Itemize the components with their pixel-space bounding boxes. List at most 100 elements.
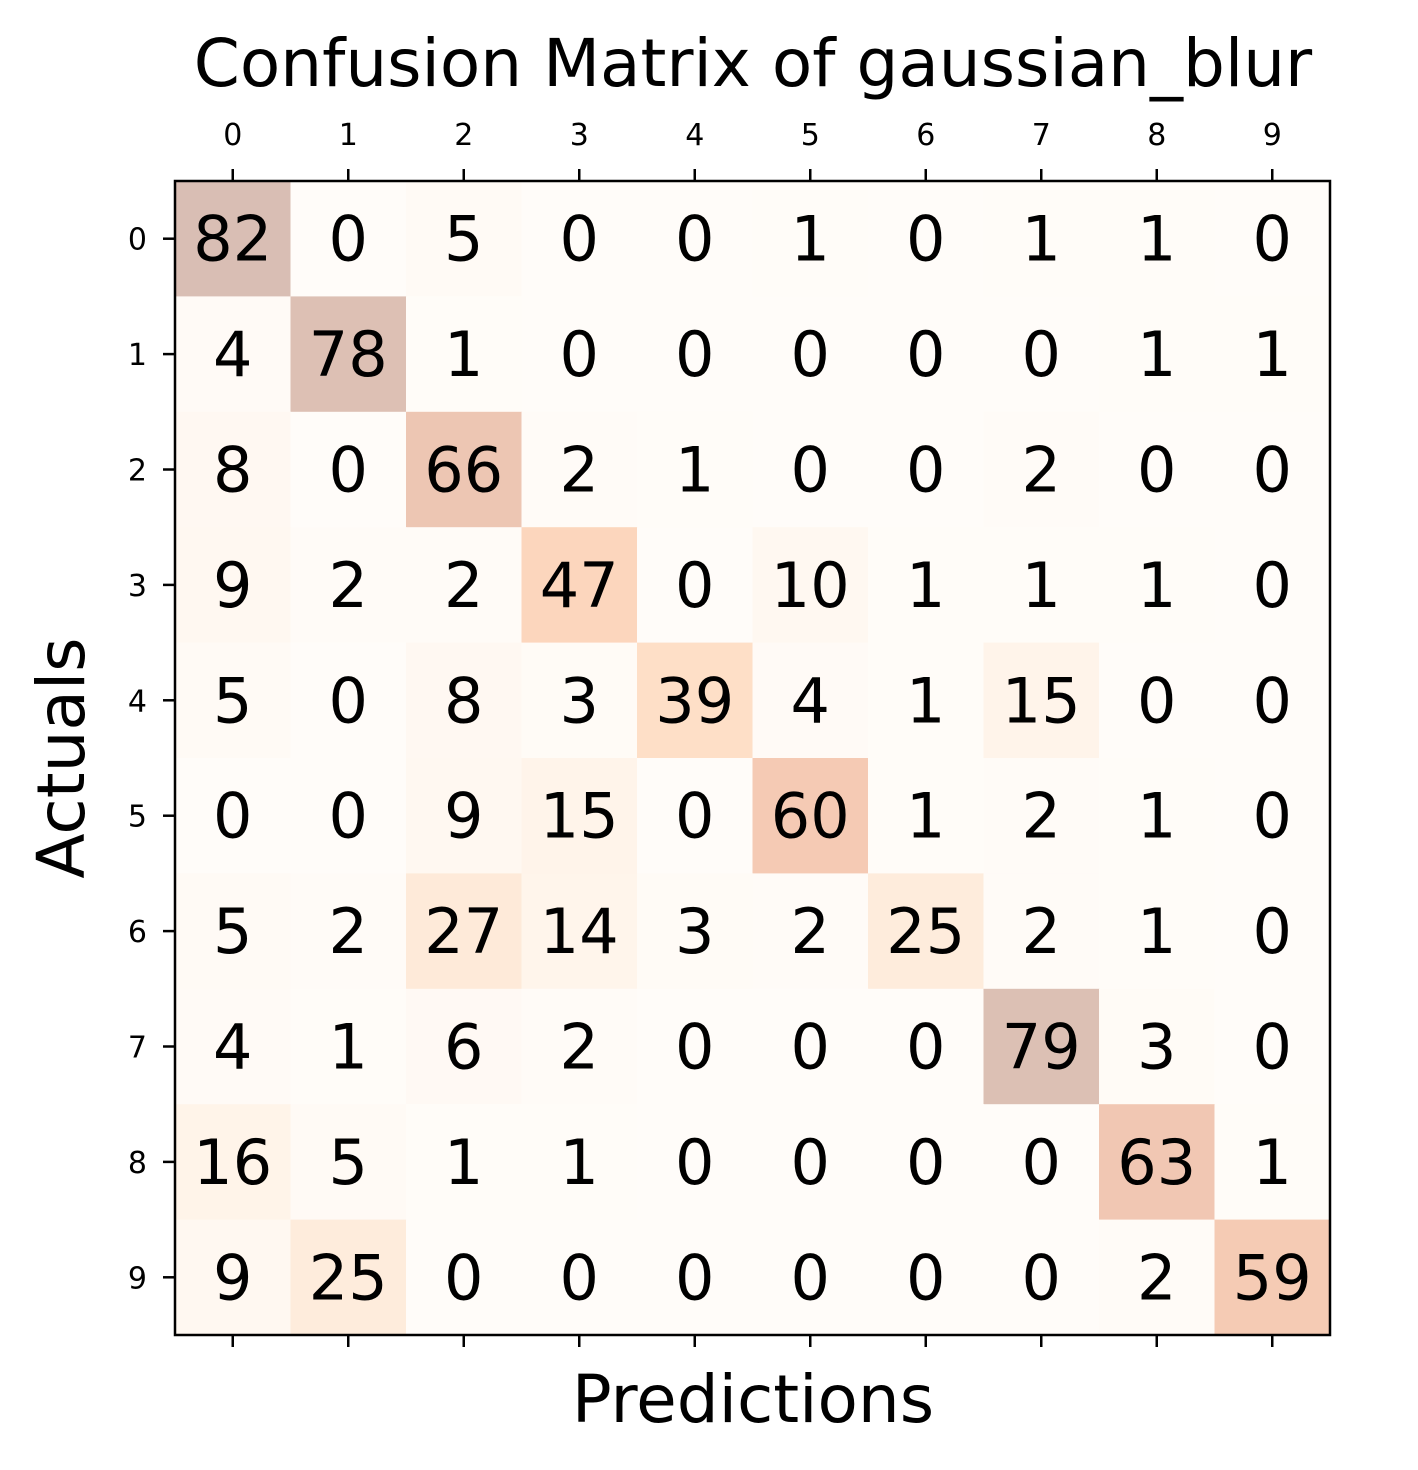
cell-value-r8-c5: 0 — [791, 1126, 830, 1199]
heatmap-cell-r5-c1 — [290, 758, 407, 874]
heatmap-cell-r3-c1 — [290, 527, 407, 644]
heatmap-cell-r0-c3 — [521, 181, 638, 297]
heatmap-cell-r9-c7 — [983, 1219, 1100, 1336]
heatmap-cell-r7-c0 — [175, 988, 292, 1105]
heatmap-cell-r6-c8 — [1099, 873, 1216, 990]
heatmap-cell-r5-c7 — [983, 758, 1100, 874]
cell-value-r3-c3: 47 — [540, 549, 619, 622]
x-tick-label-6: 6 — [916, 118, 935, 153]
cell-value-r4-c5: 4 — [791, 664, 830, 737]
cell-value-r4-c8: 0 — [1137, 664, 1176, 737]
y-tick-label-5: 5 — [128, 800, 147, 835]
x-tick-label-9: 9 — [1263, 118, 1282, 153]
heatmap-cell-r5-c4 — [637, 758, 754, 874]
cell-value-r2-c3: 2 — [560, 434, 599, 507]
cell-value-r1-c3: 0 — [560, 318, 599, 391]
cell-value-r6-c5: 2 — [791, 895, 830, 968]
heatmap-cell-r8-c0 — [175, 1104, 292, 1221]
cell-value-r4-c0: 5 — [213, 664, 252, 737]
cell-value-r0-c6: 0 — [906, 203, 945, 276]
heatmap-cell-r1-c6 — [868, 296, 985, 413]
cell-value-r8-c9: 1 — [1253, 1126, 1292, 1199]
y-tick-label-4: 4 — [128, 684, 147, 719]
heatmap-cell-r4-c9 — [1214, 642, 1331, 759]
cell-value-r7-c3: 2 — [560, 1011, 599, 1084]
cell-value-r1-c9: 1 — [1253, 318, 1292, 391]
heatmap-cell-r2-c1 — [290, 411, 407, 528]
cell-value-r8-c0: 16 — [193, 1126, 272, 1199]
x-tick-label-8: 8 — [1147, 118, 1166, 153]
heatmap-cell-r8-c4 — [637, 1104, 754, 1221]
cell-value-r4-c7: 15 — [1002, 664, 1081, 737]
heatmap-cell-r4-c7 — [983, 642, 1100, 759]
heatmap-cell-r7-c1 — [290, 988, 407, 1105]
x-tick-label-4: 4 — [685, 118, 704, 153]
heatmap-cell-r5-c2 — [406, 758, 523, 874]
heatmap-cell-r3-c6 — [868, 527, 985, 644]
cell-value-r0-c9: 0 — [1253, 203, 1292, 276]
cell-value-r5-c5: 60 — [771, 780, 850, 853]
cell-value-r1-c6: 0 — [906, 318, 945, 391]
heatmap-cell-r1-c9 — [1214, 296, 1331, 413]
cell-value-r8-c3: 1 — [560, 1126, 599, 1199]
heatmap-cell-r4-c2 — [406, 642, 523, 759]
cell-value-r1-c7: 0 — [1022, 318, 1061, 391]
heatmap-cell-r8-c1 — [290, 1104, 407, 1221]
heatmap-cell-r9-c1 — [290, 1219, 407, 1336]
heatmap-cell-r6-c4 — [637, 873, 754, 990]
cell-value-r7-c9: 0 — [1253, 1011, 1292, 1084]
heatmap-cell-r8-c8 — [1099, 1104, 1216, 1221]
y-tick-label-7: 7 — [128, 1031, 147, 1066]
heatmap-cell-r2-c0 — [175, 411, 292, 528]
cell-value-r2-c7: 2 — [1022, 434, 1061, 507]
heatmap-cell-r0-c1 — [290, 181, 407, 297]
cell-value-r7-c5: 0 — [791, 1011, 830, 1084]
cell-value-r3-c6: 1 — [906, 549, 945, 622]
cell-value-r1-c5: 0 — [791, 318, 830, 391]
cell-value-r2-c5: 0 — [791, 434, 830, 507]
heatmap-cell-r8-c6 — [868, 1104, 985, 1221]
cell-value-r7-c2: 6 — [444, 1011, 483, 1084]
cell-value-r2-c6: 0 — [906, 434, 945, 507]
y-axis-ticks: 0 1 2 3 4 5 6 7 8 9 — [128, 223, 175, 1296]
cell-value-r9-c9: 59 — [1233, 1241, 1312, 1314]
heatmap-cell-r2-c4 — [637, 411, 754, 528]
cell-value-r8-c1: 5 — [329, 1126, 368, 1199]
heatmap-cell-r7-c7 — [983, 988, 1100, 1105]
heatmap-cell-r1-c0 — [175, 296, 292, 413]
heatmap-cell-r3-c7 — [983, 527, 1100, 644]
cell-value-r0-c7: 1 — [1022, 203, 1061, 276]
cell-value-r5-c1: 0 — [329, 780, 368, 853]
cell-value-r0-c4: 0 — [675, 203, 714, 276]
y-tick-label-3: 3 — [128, 569, 147, 604]
cell-value-r2-c0: 8 — [213, 434, 252, 507]
heatmap-cell-r6-c7 — [983, 873, 1100, 990]
chart-title: Confusion Matrix of gaussian_blur — [194, 25, 1313, 102]
heatmap-cell-r4-c3 — [521, 642, 638, 759]
cell-value-r5-c8: 1 — [1137, 780, 1176, 853]
y-tick-label-0: 0 — [128, 223, 147, 258]
y-tick-label-6: 6 — [128, 915, 147, 950]
heatmap-cell-r9-c8 — [1099, 1219, 1216, 1336]
heatmap-cell-r7-c5 — [752, 988, 869, 1105]
heatmap-cell-r8-c3 — [521, 1104, 638, 1221]
cell-value-r9-c8: 2 — [1137, 1241, 1176, 1314]
cell-value-r2-c4: 1 — [675, 434, 714, 507]
heatmap-cell-r6-c2 — [406, 873, 523, 990]
heatmap-cell-r9-c5 — [752, 1219, 869, 1336]
y-axis-label: Actuals — [23, 637, 100, 878]
heatmap-cell-r8-c5 — [752, 1104, 869, 1221]
cell-value-r0-c2: 5 — [444, 203, 483, 276]
cell-value-r9-c0: 9 — [213, 1241, 252, 1314]
heatmap-cell-r4-c5 — [752, 642, 869, 759]
y-tick-label-2: 2 — [128, 454, 147, 489]
cell-value-r7-c4: 0 — [675, 1011, 714, 1084]
heatmap-cell-r6-c3 — [521, 873, 638, 990]
cell-value-r4-c3: 3 — [560, 664, 599, 737]
plot-frame — [173, 179, 1332, 1337]
heatmap-cell-r2-c8 — [1099, 411, 1216, 528]
heatmap-cell-r1-c2 — [406, 296, 523, 413]
y-tick-label-9: 9 — [128, 1261, 147, 1296]
cell-value-r4-c4: 39 — [655, 664, 734, 737]
cell-value-r0-c8: 1 — [1137, 203, 1176, 276]
